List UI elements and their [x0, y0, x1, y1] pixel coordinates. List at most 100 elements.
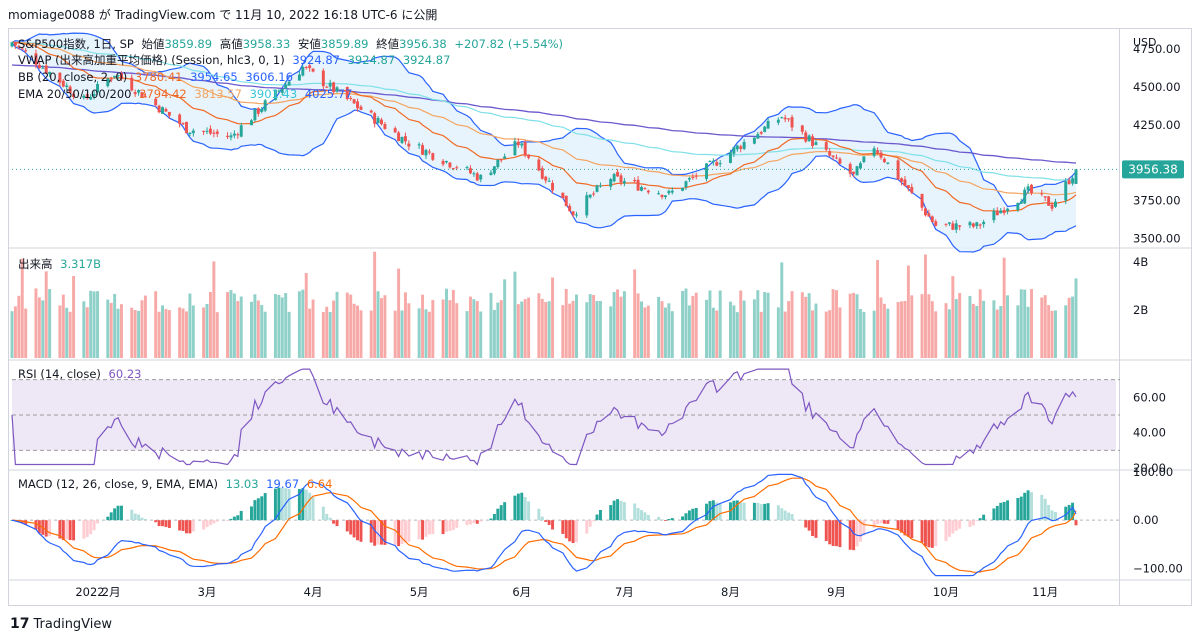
volume-bar [715, 310, 719, 358]
candle-body [513, 141, 517, 156]
volume-bar [520, 301, 524, 358]
candle-body [975, 222, 979, 227]
macd-label[interactable]: MACD (12, 26, close, 9, EMA, EMA) [18, 477, 218, 491]
candle-body [445, 160, 448, 163]
candle-body [670, 190, 674, 193]
volume-bar [759, 311, 763, 358]
volume-bar [311, 299, 315, 358]
macd-histogram-bar [684, 513, 688, 521]
candle-body [10, 42, 14, 47]
volume-bar [417, 308, 421, 358]
macd-histogram-bar [1043, 498, 1047, 521]
volume-bar [349, 294, 353, 358]
candle-body [137, 90, 141, 93]
macd-histogram-bar [178, 520, 182, 531]
macd-histogram-bar [161, 520, 165, 527]
volume-bar [930, 301, 934, 358]
candle-body [61, 80, 65, 87]
vwap-legend: VWAP (出来高加重平均価格) (Session, hlc3, 0, 1) 3… [18, 53, 454, 67]
volume-bar [1016, 305, 1020, 358]
macd-histogram-bar [383, 520, 387, 545]
time-tick-label: 11月 [1032, 585, 1058, 599]
candle-body [349, 97, 353, 99]
macd-histogram-bar [496, 508, 500, 521]
macd-histogram-bar [900, 520, 903, 533]
chart-frame[interactable] [8, 28, 1120, 606]
macd-histogram-bar [516, 493, 520, 521]
symbol-label[interactable]: S&P500指数, 1日, SP [18, 37, 134, 51]
macd-histogram-bar [236, 515, 240, 521]
candle-body [263, 100, 267, 111]
volume-bar [496, 302, 500, 358]
candle-body [369, 110, 373, 113]
candle-body [640, 187, 643, 191]
time-tick-label: 8月 [721, 585, 740, 599]
volume-bar [143, 295, 147, 358]
macd-histogram-bar [37, 520, 41, 534]
macd-histogram-bar [835, 520, 838, 547]
macd-histogram-bar [975, 520, 979, 521]
candle-body [872, 148, 876, 156]
volume-bar [780, 262, 784, 358]
rsi-label[interactable]: RSI (14, close) [18, 367, 101, 381]
volume-bar [72, 276, 76, 358]
volume-bar [178, 307, 182, 358]
macd-histogram-bar [982, 514, 986, 521]
candle-body [92, 93, 96, 96]
candle-body [756, 134, 760, 139]
volume-bar [1047, 305, 1051, 358]
candle-body [167, 111, 171, 116]
volume-bar [304, 272, 308, 358]
price-axis-frame[interactable] [1120, 28, 1192, 606]
tradingview-logo-icon: 17 [10, 616, 30, 632]
macd-histogram-bar [670, 518, 674, 521]
macd-histogram-bar [1071, 502, 1075, 521]
candle-body [133, 92, 137, 95]
volume-bar [424, 309, 428, 358]
volume-bar [383, 295, 387, 358]
bb-label[interactable]: BB (20, close, 2, 0) [18, 70, 128, 84]
candle-body [927, 213, 931, 217]
macd-histogram-bar [537, 508, 541, 521]
candle-body [633, 180, 637, 182]
volume-bar [1064, 305, 1068, 358]
candle-body [1002, 210, 1006, 213]
macd-histogram-bar [804, 520, 808, 528]
candle-body [96, 83, 100, 93]
volume-bar [308, 308, 312, 358]
macd-histogram-bar [923, 520, 927, 547]
volume-bar [208, 291, 212, 358]
volume-label[interactable]: 出来高 [18, 257, 53, 271]
candle-body [72, 93, 76, 97]
candle-body [232, 133, 236, 136]
volume-bar [82, 301, 86, 358]
candle-body [923, 208, 927, 216]
volume-bar [205, 304, 209, 358]
tradingview-footer[interactable]: 17 TradingView [10, 616, 112, 632]
macd-histogram-bar [995, 505, 999, 521]
volume-bar [739, 290, 743, 358]
macd-histogram-bar [906, 520, 910, 537]
candle-body [992, 210, 996, 221]
volume-bar [226, 292, 230, 358]
candle-body [708, 161, 712, 163]
vwap-label[interactable]: VWAP (出来高加重平均価格) (Session, hlc3, 0, 1) [18, 53, 285, 67]
candle-body [226, 135, 230, 137]
candle-body [1006, 208, 1010, 211]
candle-body [838, 158, 842, 164]
macd-histogram-bar [694, 507, 698, 521]
macd-histogram-bar [687, 510, 691, 521]
candle-body [824, 142, 828, 150]
candle-body [862, 156, 866, 162]
macd-histogram-bar [34, 520, 38, 530]
volume-bar [999, 306, 1003, 358]
volume-bar [239, 296, 243, 358]
macd-histogram-bar [595, 514, 599, 521]
volume-bar [133, 310, 137, 358]
volume-bar [934, 311, 938, 358]
ema-label[interactable]: EMA 20/50/100/200 [18, 87, 132, 101]
volume-bar [431, 299, 435, 358]
macd-histogram-bar [1047, 505, 1051, 521]
macd-histogram-bar [263, 493, 267, 521]
